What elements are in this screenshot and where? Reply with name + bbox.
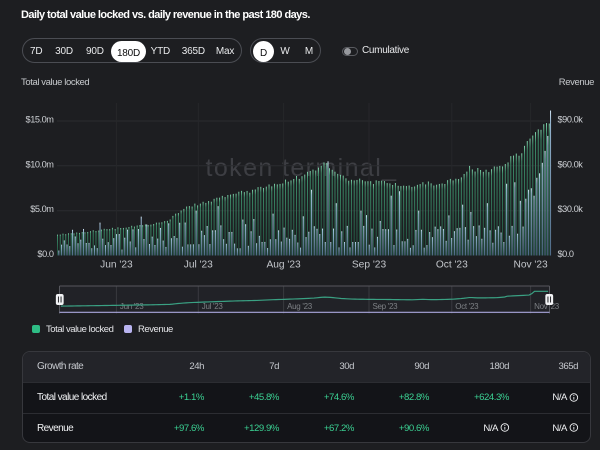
svg-text:Aug '23: Aug '23	[266, 260, 301, 271]
svg-text:Jul '23: Jul '23	[184, 260, 213, 271]
svg-text:Oct '23: Oct '23	[436, 260, 468, 271]
svg-text:token terminal_: token terminal_	[206, 154, 398, 182]
svg-text:$90.0k: $90.0k	[558, 115, 584, 125]
svg-text:Nov '23: Nov '23	[513, 260, 548, 271]
svg-text:$60.0k: $60.0k	[558, 159, 584, 169]
svg-text:Jun '23: Jun '23	[120, 302, 144, 311]
svg-text:$30.0k: $30.0k	[558, 204, 584, 214]
svg-text:Oct '23: Oct '23	[455, 302, 479, 311]
svg-text:$15.0m: $15.0m	[26, 115, 55, 125]
svg-text:$0.0: $0.0	[558, 249, 574, 259]
svg-text:$0.0: $0.0	[37, 249, 53, 259]
svg-text:$5.0m: $5.0m	[30, 204, 54, 214]
svg-text:Aug '23: Aug '23	[287, 302, 313, 311]
svg-text:$10.0m: $10.0m	[26, 159, 55, 169]
svg-text:Sep '23: Sep '23	[373, 302, 399, 311]
svg-text:Nov '23: Nov '23	[534, 302, 560, 311]
svg-text:Jul '23: Jul '23	[202, 302, 224, 311]
svg-text:Jun '23: Jun '23	[100, 260, 133, 271]
svg-text:Sep '23: Sep '23	[352, 260, 387, 271]
